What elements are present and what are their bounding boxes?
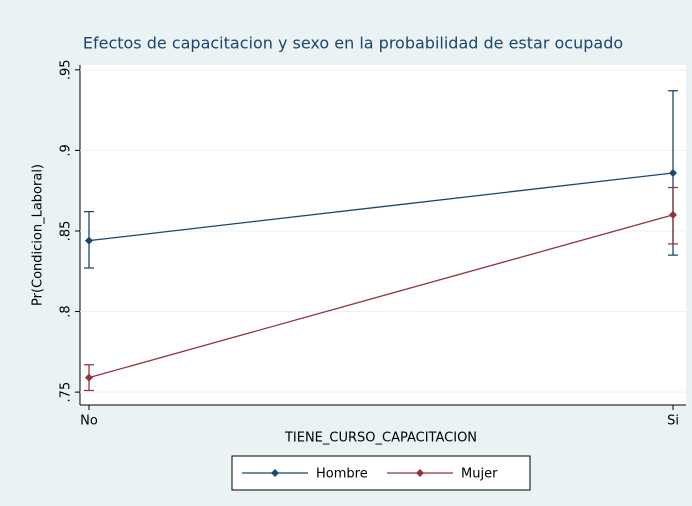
point <box>669 210 677 219</box>
legend-marker <box>271 469 279 477</box>
series-line <box>88 214 674 379</box>
chart-title: Efectos de capacitacion y sexo en la pro… <box>83 34 623 53</box>
x-tick-label: No <box>80 414 98 429</box>
y-axis-label: Pr(Condicion_Laboral) <box>31 164 46 306</box>
x-tick-label: Si <box>667 414 679 429</box>
legend-label: Mujer <box>461 467 498 482</box>
legend-marker <box>416 469 424 477</box>
y-tick-label: .85 <box>59 221 74 242</box>
x-axis-label: TIENE_CURSO_CAPACITACION <box>284 431 477 446</box>
point <box>85 236 93 245</box>
y-tick-label: .75 <box>59 382 74 403</box>
point <box>85 373 93 382</box>
y-tick-label: .9 <box>59 144 74 156</box>
point <box>669 168 677 177</box>
legend-label: Hombre <box>316 467 368 482</box>
series-line <box>88 172 674 242</box>
y-tick-label: .95 <box>59 59 74 80</box>
y-tick-label: .8 <box>59 305 74 317</box>
plot-area <box>80 65 686 405</box>
